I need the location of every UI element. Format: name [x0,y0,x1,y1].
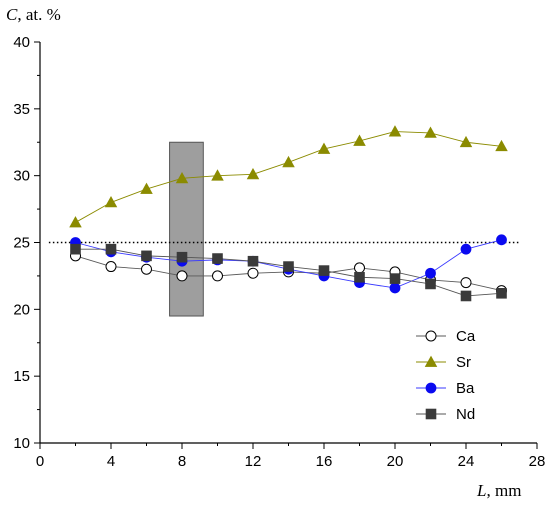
data-point-ca [105,261,117,273]
data-point-nd [389,273,401,284]
x-tick-label: 0 [36,453,44,470]
legend-item-ca: Ca [416,328,476,345]
data-point-sr [495,139,508,152]
x-tick-label: 16 [316,453,333,470]
data-point-nd [318,265,330,276]
data-point-sr [69,216,82,228]
y-tick-label: 20 [13,301,30,318]
legend-item-ba: Ba [416,380,475,397]
data-point-sr [353,134,366,146]
x-axis-label: L, mm [476,481,521,500]
y-tick-label: 15 [13,368,30,385]
data-point-nd [283,261,294,272]
data-point-sr [211,169,224,181]
series-nd [70,243,507,302]
data-point-ca [212,270,223,282]
data-point-sr [140,182,153,194]
y-axis-label: C, at. % [6,5,61,24]
legend: Ca Sr Ba Nd [416,328,476,423]
data-point-sr [317,142,331,154]
data-point-sr [459,135,473,148]
y-tick-label: 10 [13,435,30,452]
data-point-nd [496,287,507,299]
legend-label-nd: Nd [456,406,475,423]
data-point-nd [354,271,365,283]
data-point-sr [388,125,402,137]
data-point-nd [70,243,81,255]
x-tick-label: 24 [458,453,475,470]
data-point-nd [212,253,223,264]
data-point-ca [176,270,188,282]
y-tick-label: 40 [13,34,30,51]
y-tick-label: 35 [13,101,30,118]
data-point-nd [425,278,436,290]
legend-marker-ca [425,330,437,342]
data-point-ba [460,243,472,255]
highlight-rect [169,141,204,317]
x-tick-label: 20 [387,453,404,470]
legend-marker-nd [425,408,437,420]
data-point-ba [425,267,436,279]
data-point-ca [141,263,152,275]
legend-item-nd: Nd [416,406,475,423]
ticks: 0 4 8 12 16 20 24 28 10 15 20 25 30 35 40 [13,34,545,470]
x-tick-label: 4 [107,453,115,470]
data-point-sr [424,126,437,138]
data-point-ca [247,267,259,279]
series-line-sr [75,131,502,223]
data-point-sr [246,167,260,180]
x-tick-label: 28 [529,453,546,470]
legend-marker-sr [424,355,438,367]
data-point-nd [176,251,188,263]
legend-label-sr: Sr [456,354,471,371]
data-point-sr [104,196,118,208]
data-point-nd [247,255,259,267]
x-tick-label: 8 [178,453,186,470]
series-group [69,125,508,302]
highlight-region [169,141,204,317]
legend-item-sr: Sr [416,354,471,371]
data-point-sr [175,171,189,184]
data-point-sr [282,155,295,168]
data-point-ca [354,262,365,274]
data-point-nd [141,250,152,262]
legend-label-ba: Ba [456,380,475,397]
data-point-ca [460,277,472,289]
data-point-ba [389,282,401,294]
data-point-ba [496,234,507,246]
series-sr [69,125,508,228]
y-tick-label: 30 [13,168,30,185]
data-point-nd [460,290,472,302]
legend-marker-ba [425,382,437,394]
y-tick-label: 25 [13,235,30,252]
x-tick-label: 12 [245,453,262,470]
data-point-nd [105,243,117,255]
legend-label-ca: Ca [456,328,476,345]
